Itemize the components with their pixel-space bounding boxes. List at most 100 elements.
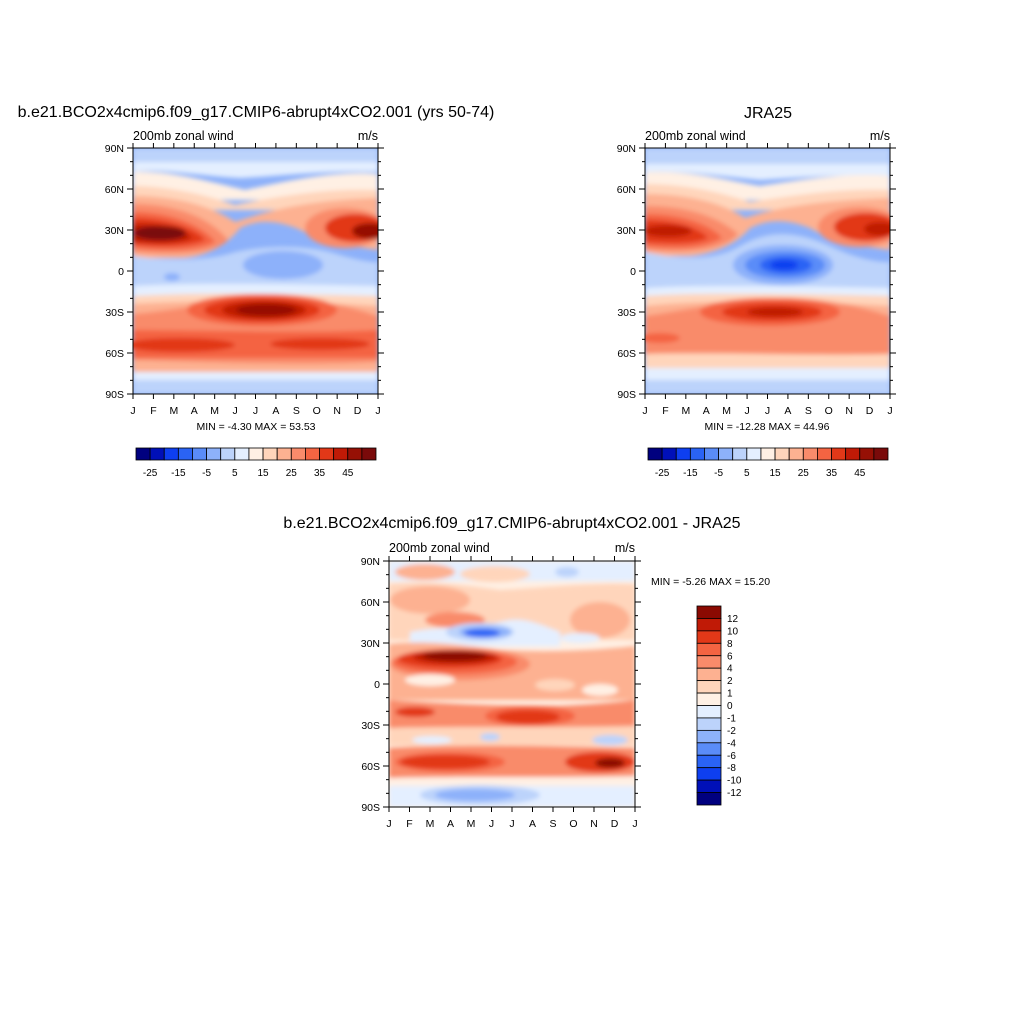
- x-tick-label: O: [569, 818, 577, 830]
- y-tick-label: 30S: [361, 720, 380, 732]
- colorbar-label: -25: [655, 468, 670, 479]
- colorbar-swatch: [732, 447, 748, 461]
- colorbar-label: -25: [143, 468, 158, 479]
- y-tick-label: 90N: [361, 556, 380, 568]
- colorbar-swatch: [774, 447, 790, 461]
- colorbar-label: 15: [257, 468, 269, 479]
- colorbar-swatch: [802, 447, 818, 461]
- colorbar-swatch: [704, 447, 719, 461]
- contour-field: [389, 561, 635, 807]
- x-tick-label: J: [887, 405, 892, 417]
- colorbar-label: 1: [727, 689, 733, 700]
- x-tick-label: J: [130, 405, 135, 417]
- colorbar-swatch: [234, 447, 250, 461]
- y-tick-label: 0: [118, 266, 124, 278]
- colorbar-swatch: [276, 447, 292, 461]
- y-tick-label: 60N: [105, 184, 124, 196]
- colorbar-swatch: [696, 754, 722, 769]
- x-tick-label: S: [805, 405, 812, 417]
- colorbar-swatch: [177, 447, 193, 461]
- y-tick-label: 0: [630, 266, 636, 278]
- x-tick-label: M: [681, 405, 690, 417]
- y-tick-label: 30N: [617, 225, 636, 237]
- x-tick-label: F: [406, 818, 412, 830]
- colorbar-swatch: [817, 447, 832, 461]
- colorbar-label: 5: [744, 468, 750, 479]
- y-tick-label: 90N: [617, 143, 636, 155]
- variable-label: 200mb zonal wind: [133, 129, 234, 143]
- x-tick-label: S: [293, 405, 300, 417]
- colorbar-swatch: [333, 447, 349, 461]
- panel-difference: b.e21.BCO2x4cmip6.f09_g17.CMIP6-abrupt4x…: [283, 515, 770, 830]
- x-tick-label: A: [191, 405, 198, 417]
- colorbar-label: -5: [714, 468, 723, 479]
- colorbar-label: 12: [727, 614, 739, 625]
- colorbar-label: 5: [232, 468, 238, 479]
- colorbar-label: 4: [727, 664, 733, 675]
- x-tick-label: J: [375, 405, 380, 417]
- colorbar-label: 0: [727, 701, 733, 712]
- colorbar-label: 10: [727, 626, 739, 637]
- colorbar-swatch: [696, 618, 722, 632]
- colorbar-label: -2: [727, 726, 736, 737]
- colorbar-label: 8: [727, 639, 733, 650]
- colorbar-label: -10: [727, 776, 742, 787]
- colorbar-swatch: [163, 447, 179, 461]
- colorbar-swatch: [647, 447, 663, 461]
- colorbar-swatch: [873, 447, 889, 461]
- y-tick-label: 60N: [361, 597, 380, 609]
- x-tick-label: O: [313, 405, 321, 417]
- x-tick-label: J: [765, 405, 770, 417]
- colorbar-swatch: [149, 447, 165, 461]
- colorbar-swatch: [696, 729, 722, 744]
- colorbar-swatch: [262, 447, 278, 461]
- colorbar-swatch: [696, 779, 722, 793]
- y-tick-label: 60S: [617, 348, 636, 360]
- panel-model: b.e21.BCO2x4cmip6.f09_g17.CMIP6-abrupt4x…: [18, 104, 495, 479]
- x-tick-label: A: [703, 405, 710, 417]
- colorbar-swatch: [661, 447, 677, 461]
- x-tick-label: A: [272, 405, 279, 417]
- x-tick-label: M: [722, 405, 731, 417]
- colorbar-swatch: [305, 447, 320, 461]
- x-tick-label: N: [845, 405, 853, 417]
- colorbar-swatch: [220, 447, 236, 461]
- colorbar-swatch: [696, 680, 722, 694]
- colorbar-swatch: [319, 447, 335, 461]
- y-tick-label: 0: [374, 679, 380, 691]
- colorbar-swatch: [290, 447, 306, 461]
- x-tick-label: O: [825, 405, 833, 417]
- colorbar-label: 25: [798, 468, 810, 479]
- units-label: m/s: [870, 129, 890, 143]
- colorbar-swatch: [696, 655, 722, 669]
- colorbar-label: 25: [286, 468, 298, 479]
- y-tick-label: 30S: [105, 307, 124, 319]
- y-tick-label: 60N: [617, 184, 636, 196]
- x-tick-label: J: [642, 405, 647, 417]
- y-tick-label: 30S: [617, 307, 636, 319]
- colorbar-swatch: [760, 447, 776, 461]
- colorbar-label: 35: [314, 468, 326, 479]
- x-tick-label: A: [784, 405, 791, 417]
- units-label: m/s: [358, 129, 378, 143]
- colorbar-swatch: [696, 742, 722, 756]
- colorbar-swatch: [746, 447, 762, 461]
- colorbar-label: 35: [826, 468, 838, 479]
- x-tick-label: N: [590, 818, 598, 830]
- colorbar-swatch: [689, 447, 705, 461]
- colorbar-label: 15: [769, 468, 781, 479]
- colorbar-swatch: [696, 642, 722, 657]
- colorbar-swatch: [696, 667, 722, 682]
- colorbar-label: 2: [727, 676, 733, 687]
- colorbar-swatch: [831, 447, 847, 461]
- x-tick-label: J: [489, 818, 494, 830]
- units-label: m/s: [615, 541, 635, 555]
- colorbar-swatch: [696, 705, 722, 719]
- colorbar-label: -8: [727, 763, 736, 774]
- contour-field: [133, 148, 378, 394]
- x-tick-label: J: [253, 405, 258, 417]
- x-tick-label: J: [744, 405, 749, 417]
